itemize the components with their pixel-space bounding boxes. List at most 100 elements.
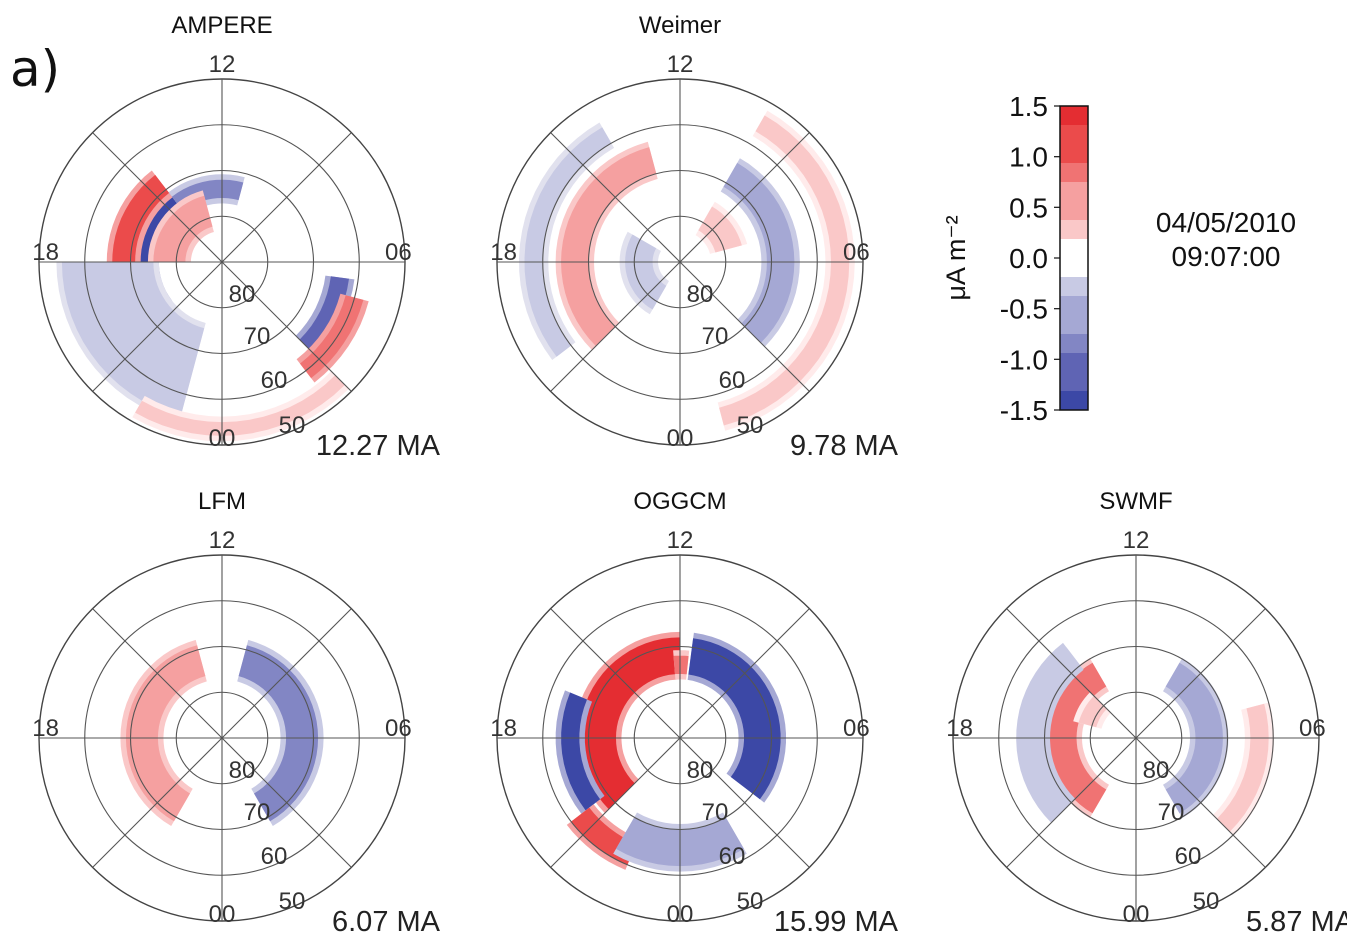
colorbar-band: [1060, 334, 1088, 354]
colorbar-band: [1060, 144, 1088, 164]
mlt-label-06: 06: [843, 239, 870, 266]
panel-title: LFM: [198, 488, 246, 515]
polar-panel-2: Weimer 12 18 06 00 80 70 60 50 9.78 MA: [490, 12, 898, 462]
mlt-label-06: 06: [1299, 715, 1326, 742]
mlt-label-00: 00: [667, 425, 694, 452]
latitude-label-80: 80: [229, 281, 256, 308]
panel-title: SWMF: [1099, 488, 1172, 515]
colorbar-band: [1060, 201, 1088, 221]
mlt-label-12: 12: [209, 51, 236, 78]
mlt-label-06: 06: [385, 239, 412, 266]
latitude-label-80: 80: [687, 757, 714, 784]
colorbar-tick-label: 0.5: [1009, 192, 1048, 223]
mlt-line: [221, 261, 352, 392]
colorbar: 1.5 1.0 0.5 0.0 -0.5 -1.0 -1.5 μA m⁻²: [941, 91, 1089, 426]
mlt-line: [221, 132, 352, 263]
colorbar-band: [1060, 182, 1088, 202]
downward-current-region: [561, 692, 601, 811]
downward-current-region: [61, 262, 205, 417]
upward-current-region: [300, 295, 364, 379]
colorbar-band: [1060, 239, 1088, 259]
upward-current-region: [1049, 662, 1107, 814]
panel-title: AMPERE: [171, 12, 272, 39]
mlt-label-00: 00: [209, 425, 236, 452]
mlt-label-18: 18: [32, 715, 59, 742]
polar-panels: AMPERE 12 18 06 00 80 70 60 50 12.27 MA Weimer 12 18…: [32, 12, 1347, 938]
latitude-label-60: 60: [1175, 843, 1202, 870]
mlt-line: [550, 737, 681, 868]
mlt-label-18: 18: [32, 239, 59, 266]
latitude-label-60: 60: [261, 367, 288, 394]
mlt-label-00: 00: [667, 901, 694, 928]
mlt-line: [679, 261, 810, 392]
total-current: 15.99 MA: [774, 906, 899, 938]
downward-current-region: [1021, 647, 1081, 819]
mlt-line: [550, 261, 681, 392]
mlt-line: [1006, 737, 1137, 868]
colorbar-label: μA m⁻²: [941, 215, 971, 300]
latitude-label-50: 50: [279, 888, 306, 915]
polar-panel-1: AMPERE 12 18 06 00 80 70 60 50 12.27 MA: [32, 12, 440, 462]
upward-current-region: [153, 195, 213, 262]
total-current: 9.78 MA: [790, 430, 899, 462]
latitude-label-70: 70: [244, 799, 271, 826]
mlt-line: [92, 737, 223, 868]
total-current: 12.27 MA: [316, 430, 441, 462]
polar-panel-5: SWMF 12 18 06 00 80 70 60 50 5.87 MA: [946, 488, 1347, 938]
mlt-label-06: 06: [385, 715, 412, 742]
upward-current-region: [698, 206, 742, 253]
colorbar-tick-label: 1.5: [1009, 91, 1048, 122]
mlt-line: [550, 608, 681, 739]
upward-current-region: [1078, 695, 1107, 728]
downward-current-region: [238, 645, 319, 822]
total-current: 5.87 MA: [1246, 906, 1347, 938]
latitude-label-70: 70: [702, 799, 729, 826]
mlt-line: [221, 737, 352, 868]
colorbar-tick-label: -0.5: [1000, 294, 1048, 325]
mlt-line: [92, 132, 223, 263]
latitude-label-70: 70: [702, 323, 729, 350]
mlt-label-18: 18: [490, 239, 517, 266]
mlt-line: [679, 132, 810, 263]
latitude-label-50: 50: [737, 412, 764, 439]
mlt-label-12: 12: [667, 527, 694, 554]
panel-title: OGGCM: [633, 488, 726, 515]
upward-current-region: [1216, 703, 1269, 832]
colorbar-band: [1060, 277, 1088, 297]
upward-current-region: [125, 645, 206, 822]
polar-panel-3: LFM 12 18 06 00 80 70 60 50 6.07 MA: [32, 488, 440, 938]
colorbar-band: [1060, 220, 1088, 240]
upward-current-region: [673, 655, 689, 675]
mlt-label-00: 00: [209, 901, 236, 928]
timestamp-date: 04/05/2010: [1156, 207, 1296, 238]
downward-current-region: [688, 638, 781, 800]
figure-label: a): [10, 40, 60, 98]
latitude-label-80: 80: [687, 281, 714, 308]
mlt-line: [221, 608, 352, 739]
colorbar-band: [1060, 391, 1088, 411]
mlt-label-06: 06: [843, 715, 870, 742]
colorbar-tick-label: 0.0: [1009, 243, 1048, 274]
latitude-label-50: 50: [279, 412, 306, 439]
colorbar-band: [1060, 353, 1088, 373]
mlt-line: [92, 608, 223, 739]
downward-current-region: [299, 276, 349, 353]
mlt-label-18: 18: [490, 715, 517, 742]
latitude-label-80: 80: [1143, 757, 1170, 784]
mlt-line: [1135, 737, 1266, 868]
mlt-label-12: 12: [667, 51, 694, 78]
downward-current-region: [723, 162, 795, 343]
colorbar-band: [1060, 258, 1088, 278]
upward-current-region: [719, 115, 850, 426]
mlt-label-12: 12: [1123, 527, 1150, 554]
colorbar-band: [1060, 125, 1088, 145]
colorbar-band: [1060, 296, 1088, 316]
timestamp-time: 09:07:00: [1172, 241, 1281, 272]
latitude-label-60: 60: [261, 843, 288, 870]
downward-current-region: [524, 127, 612, 357]
downward-current-region: [1165, 662, 1223, 814]
total-current: 6.07 MA: [332, 906, 441, 938]
mlt-label-12: 12: [209, 527, 236, 554]
latitude-label-50: 50: [737, 888, 764, 915]
polar-panel-4: OGGCM 12 18 06 00 80 70 60 50 15.99 MA: [490, 488, 898, 938]
